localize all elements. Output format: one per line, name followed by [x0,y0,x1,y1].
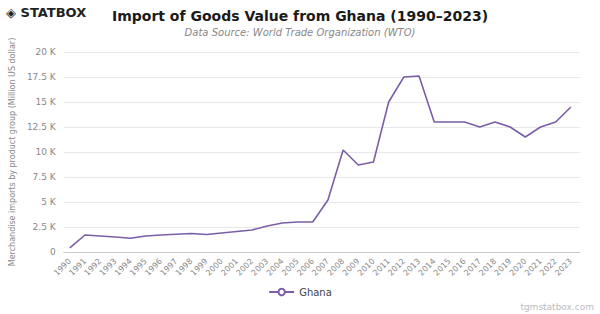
svg-text:2019: 2019 [492,256,514,278]
svg-text:17.5 K: 17.5 K [27,72,57,82]
svg-text:tgmstatbox.com: tgmstatbox.com [520,302,594,312]
svg-text:20 K: 20 K [35,47,56,57]
svg-text:Import of Goods Value from Gha: Import of Goods Value from Ghana (1990–2… [112,8,488,24]
svg-text:1995: 1995 [128,256,149,278]
svg-text:Merchandise imports by product: Merchandise imports by product group (Mi… [8,38,17,267]
svg-text:2000: 2000 [204,256,225,278]
svg-text:2003: 2003 [249,256,271,278]
svg-text:2001: 2001 [219,256,240,278]
svg-text:2012: 2012 [386,256,407,278]
svg-text:Data Source: World Trade Organ: Data Source: World Trade Organization (W… [185,27,416,38]
svg-text:2004: 2004 [264,256,286,278]
svg-text:5 K: 5 K [41,197,57,207]
svg-text:2016: 2016 [447,256,468,278]
svg-text:2007: 2007 [310,256,332,278]
svg-text:0: 0 [50,247,56,257]
svg-text:1998: 1998 [173,256,195,278]
svg-text:2005: 2005 [280,256,301,278]
svg-text:Ghana: Ghana [299,287,332,298]
svg-text:2011: 2011 [371,256,392,278]
svg-text:2009: 2009 [340,256,362,278]
svg-text:2023: 2023 [553,257,574,278]
svg-text:2013: 2013 [401,256,423,278]
svg-text:2.5 K: 2.5 K [33,222,57,232]
svg-text:2006: 2006 [295,256,316,278]
svg-text:2015: 2015 [431,256,453,278]
svg-text:2002: 2002 [234,256,256,278]
svg-text:1990: 1990 [52,256,73,278]
svg-text:7.5 K: 7.5 K [33,172,57,182]
svg-text:1994: 1994 [113,256,134,278]
svg-text:2014: 2014 [416,256,438,278]
svg-text:15 K: 15 K [35,97,56,107]
svg-text:2017: 2017 [462,256,483,278]
svg-text:1992: 1992 [82,256,104,278]
svg-text:10 K: 10 K [35,147,56,157]
svg-text:◈ STATBOX: ◈ STATBOX [6,5,86,20]
svg-text:1991: 1991 [67,256,89,278]
svg-text:2018: 2018 [477,256,499,278]
svg-text:1997: 1997 [158,256,180,278]
svg-text:12.5 K: 12.5 K [27,122,57,132]
svg-text:1996: 1996 [143,256,165,278]
svg-text:2008: 2008 [325,256,347,278]
svg-text:1993: 1993 [97,256,119,278]
svg-text:2022: 2022 [538,256,559,278]
svg-text:2010: 2010 [355,256,377,278]
svg-text:2020: 2020 [507,256,529,278]
svg-text:1999: 1999 [188,256,210,278]
svg-text:2021: 2021 [523,256,544,278]
